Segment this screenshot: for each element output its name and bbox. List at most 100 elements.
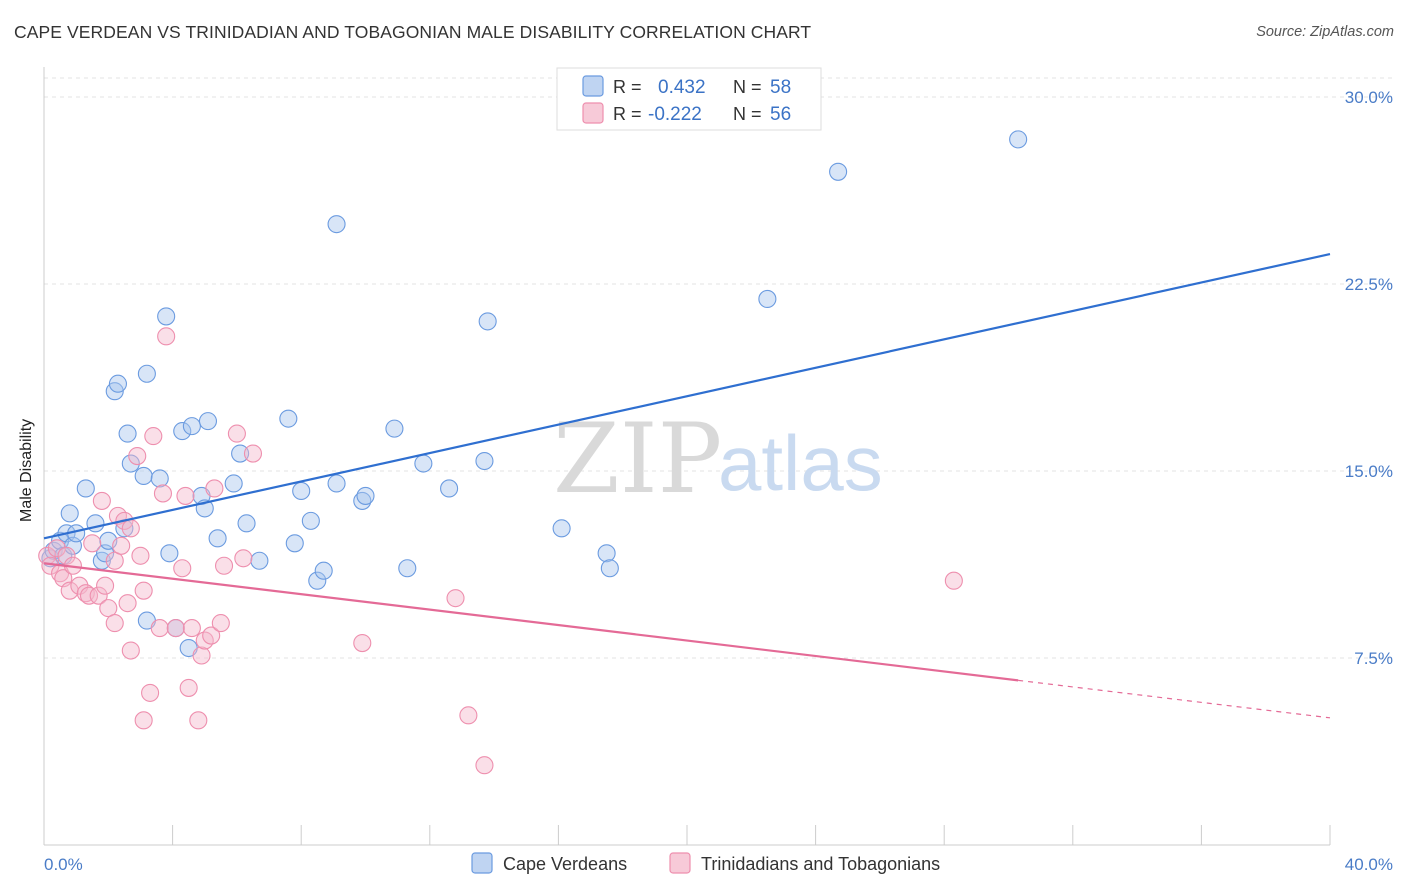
data-point <box>758 289 777 309</box>
watermark-atlas: atlas <box>718 419 883 507</box>
data-point <box>202 626 221 645</box>
data-point <box>189 711 208 730</box>
data-point <box>79 586 99 605</box>
legend-label-trinidadians: Trinidadians and Tobagonians <box>701 854 940 874</box>
data-point <box>118 594 137 613</box>
legend-n-label: N = <box>733 104 762 124</box>
data-point <box>353 491 372 510</box>
legend-swatch-cape-verdeans <box>582 75 604 97</box>
trend-lines <box>43 253 1331 719</box>
data-point <box>237 514 256 533</box>
data-point <box>459 706 478 725</box>
data-point <box>76 479 95 498</box>
data-point <box>179 678 198 697</box>
y-tick-label: 7.5% <box>1354 649 1393 668</box>
data-point <box>70 576 89 595</box>
data-point <box>137 364 156 383</box>
data-point <box>60 504 79 523</box>
data-point <box>153 484 173 503</box>
data-point <box>131 546 150 565</box>
data-point <box>208 529 227 548</box>
data-point <box>157 327 176 346</box>
data-point <box>308 571 327 590</box>
data-point <box>211 614 230 633</box>
legend-r-label: R = <box>613 104 642 124</box>
y-tick-label: 22.5% <box>1345 275 1393 294</box>
data-point <box>96 576 115 595</box>
data-point <box>121 641 140 660</box>
data-point <box>285 534 304 553</box>
data-point <box>141 683 160 702</box>
data-point <box>89 586 108 605</box>
data-point <box>144 427 163 446</box>
data-point <box>108 374 127 393</box>
y-tick-labels: 7.5% 15.0% 22.5% 30.0% <box>1345 88 1393 668</box>
data-point <box>118 424 137 443</box>
data-point <box>446 589 465 608</box>
data-point <box>414 454 433 473</box>
data-point <box>134 581 153 600</box>
data-point <box>398 559 417 578</box>
data-point <box>1009 130 1028 149</box>
legend-r-label: R = <box>613 77 642 97</box>
trend-line-trinidadians-extension <box>1018 679 1331 719</box>
data-point <box>121 454 140 473</box>
data-points <box>38 130 1028 775</box>
grid-lines <box>44 77 1392 659</box>
legend-swatch-trinidadians <box>669 852 691 874</box>
legend-swatch-trinidadians <box>582 102 604 124</box>
legend-top: R = 0.432 N = 58 R = -0.222 N = 56 <box>556 67 822 131</box>
data-point <box>57 546 76 565</box>
y-tick-label: 15.0% <box>1345 462 1393 481</box>
legend-n-value: 58 <box>770 77 791 98</box>
data-point <box>160 544 179 563</box>
data-point <box>192 646 211 665</box>
data-point <box>944 571 963 590</box>
data-point <box>243 444 263 463</box>
data-point <box>227 424 246 443</box>
data-point <box>166 619 185 638</box>
data-point <box>385 419 404 438</box>
y-tick-label: 30.0% <box>1345 88 1393 107</box>
series-cape-verdeans <box>41 130 1028 658</box>
data-point <box>279 409 298 428</box>
data-point <box>205 479 224 498</box>
data-point <box>176 486 195 505</box>
data-point <box>157 307 176 326</box>
data-point <box>150 619 169 638</box>
x-tick-label: 0.0% <box>44 855 83 874</box>
data-point <box>250 551 269 570</box>
data-point <box>327 474 346 493</box>
data-point <box>112 536 131 555</box>
data-point <box>92 491 111 510</box>
data-point <box>173 559 192 578</box>
data-point <box>121 519 140 538</box>
source-label: Source: ZipAtlas.com <box>1256 24 1394 40</box>
data-point <box>829 162 848 181</box>
x-tick-label: 40.0% <box>1345 855 1393 874</box>
data-point <box>47 539 66 558</box>
legend-n-label: N = <box>733 77 762 97</box>
data-point <box>83 534 102 553</box>
data-point <box>105 614 124 633</box>
data-point <box>292 481 311 500</box>
data-point <box>198 412 218 431</box>
axes <box>43 67 1331 846</box>
series-trinidadians <box>38 327 963 775</box>
data-point <box>134 711 153 730</box>
data-point <box>301 511 320 530</box>
data-point <box>552 519 571 538</box>
data-point <box>327 215 346 234</box>
trend-line-trinidadians <box>43 562 1019 682</box>
watermark-zip: ZIP <box>553 403 722 515</box>
data-point <box>353 633 372 653</box>
data-point <box>150 469 169 488</box>
data-point <box>231 444 250 463</box>
legend-swatch-cape-verdeans <box>471 852 493 874</box>
data-point <box>182 619 201 638</box>
data-point <box>224 474 243 493</box>
watermark: ZIP atlas <box>553 403 883 515</box>
legend-r-value: 0.432 <box>658 77 706 98</box>
data-point <box>99 599 118 618</box>
